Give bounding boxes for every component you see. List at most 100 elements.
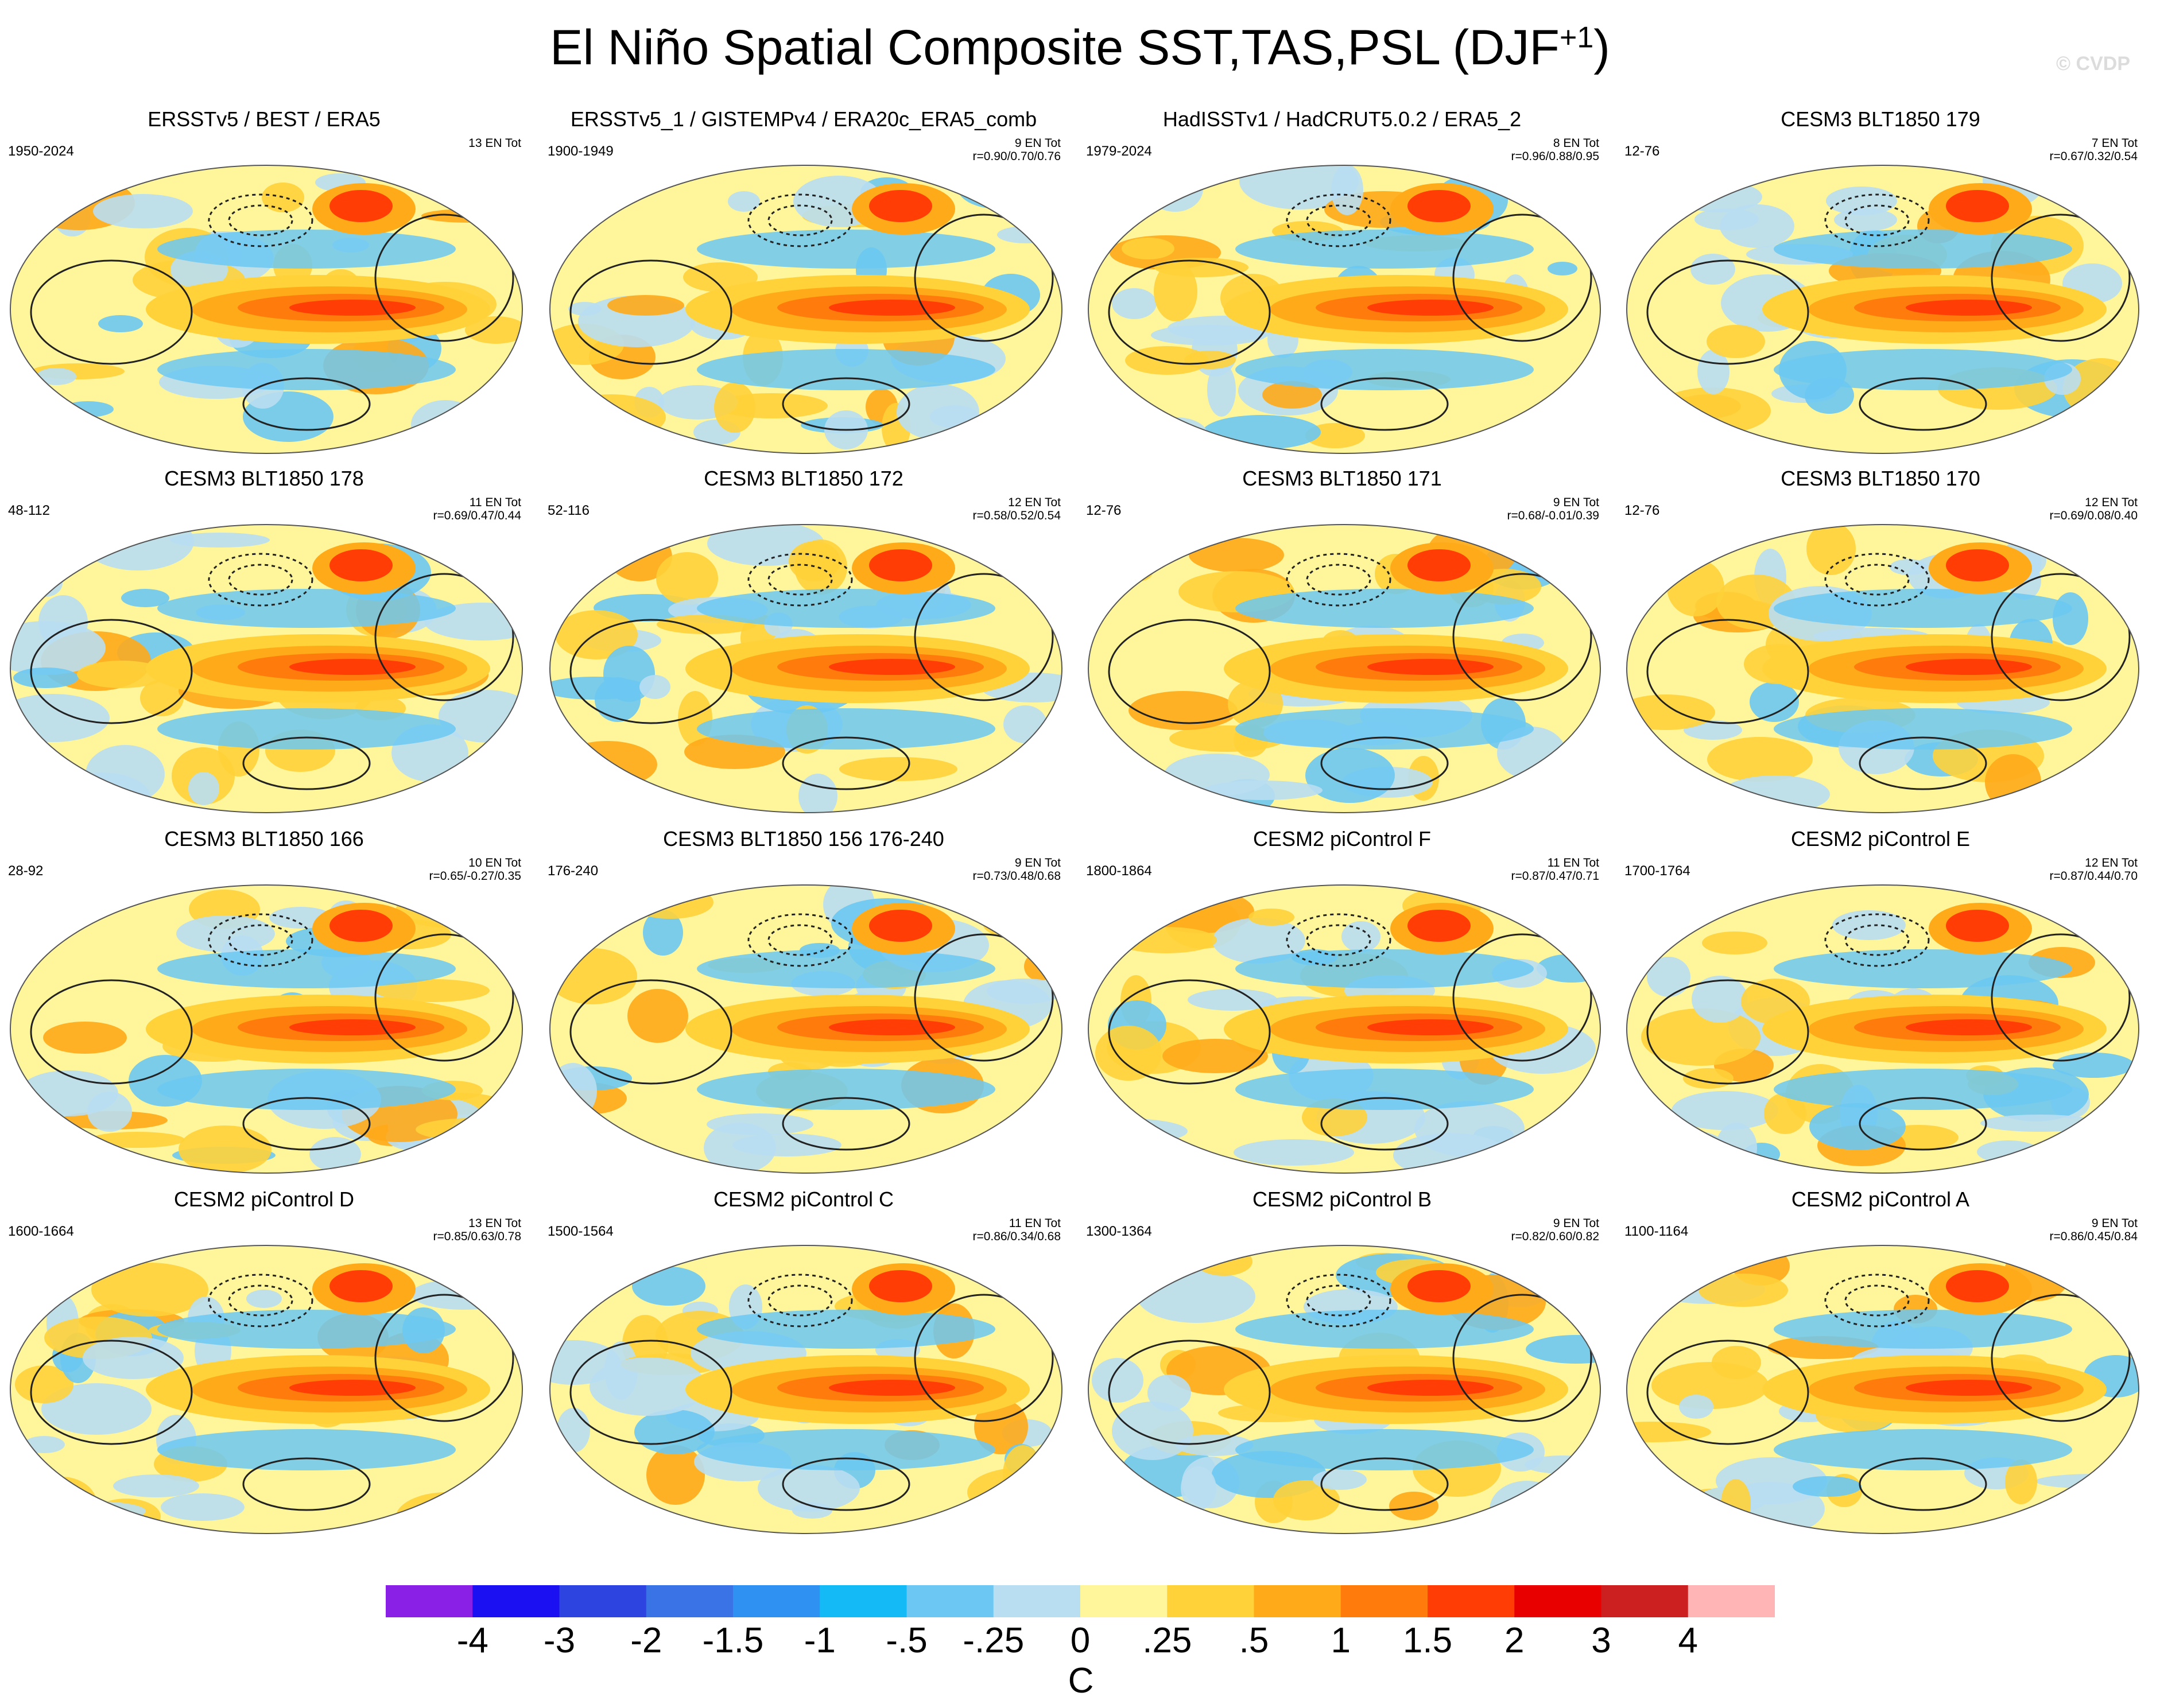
anomaly-blob <box>987 979 1062 1004</box>
psl-contour <box>1306 924 1371 956</box>
north-america-warm-anomaly <box>1407 910 1471 942</box>
panel-correlation: r=0.87/0.47/0.71 <box>1511 869 1599 883</box>
map-panel: CESM2 piControl E 1700-1764 12 EN Tot r=0.8… <box>1616 823 2145 1182</box>
anomaly-blob <box>1389 1492 1438 1520</box>
map-outline <box>549 884 1062 1174</box>
anomaly-blob <box>974 1399 1028 1454</box>
anomaly-blob <box>555 610 638 659</box>
panel-correlation: r=0.73/0.48/0.68 <box>972 869 1061 883</box>
anomaly-blob <box>897 384 979 440</box>
anomaly-blob <box>1305 423 1365 448</box>
psl-contour <box>1859 377 1987 431</box>
cool-anomaly-band <box>157 949 456 988</box>
anomaly-blob <box>1977 1140 2040 1163</box>
psl-contour <box>1646 259 1809 365</box>
anomaly-blob <box>1125 346 1209 375</box>
panel-title: CESM2 piControl A <box>1791 1187 1970 1211</box>
panel-title: CESM3 BLT1850 172 <box>704 467 903 490</box>
anomaly-blob <box>1162 1039 1268 1073</box>
psl-contour <box>782 736 910 790</box>
anomaly-blob <box>41 1383 152 1435</box>
cool-anomaly-band <box>697 1429 995 1470</box>
psl-contour <box>1646 1340 1809 1445</box>
anomaly-blob <box>28 569 63 597</box>
colorbar-tick-label: -1.5 <box>702 1621 764 1660</box>
panel-stats: 8 EN Tot r=0.96/0.88/0.95 <box>1511 137 1599 163</box>
anomaly-blob <box>1750 682 1799 722</box>
anomaly-blob <box>607 295 684 316</box>
anomaly-blob <box>557 741 657 788</box>
anomaly-blob <box>176 915 275 952</box>
map-outline <box>1626 1245 2139 1534</box>
panel-stats: 11 EN Tot r=0.86/0.34/0.68 <box>972 1217 1061 1243</box>
map-panel: CESM3 BLT1850 170 12-76 12 EN Tot r=0.69/0.… <box>1616 463 2145 821</box>
panel-correlation: r=0.69/0.08/0.40 <box>2049 509 2138 522</box>
anomaly-blob <box>557 394 666 440</box>
north-america-warm-anomaly <box>1407 190 1471 222</box>
panel-years: 1300-1364 <box>1086 1224 1152 1239</box>
anomaly-blob <box>13 667 79 688</box>
psl-contour <box>1646 979 1809 1085</box>
anomaly-blob <box>98 315 143 332</box>
colorbar-segment <box>1080 1585 1168 1617</box>
anomaly-blob <box>839 757 957 781</box>
cool-anomaly-band <box>697 708 995 750</box>
anomaly-blob <box>1262 381 1322 409</box>
psl-contour <box>1452 573 1592 701</box>
anomaly-blob <box>52 540 106 558</box>
panel-years: 12-76 <box>1624 503 1660 518</box>
psl-contour <box>747 913 853 967</box>
anomaly-blob <box>1092 1358 1143 1403</box>
psl-contour <box>208 913 313 967</box>
panel-title: CESM3 BLT1850 170 <box>1781 467 1980 490</box>
map-field <box>10 165 522 453</box>
anomaly-blob <box>1655 917 1685 938</box>
north-america-warm-anomaly <box>329 549 393 581</box>
colorbar-segment <box>472 1585 560 1617</box>
anomaly-blob <box>1697 350 1729 394</box>
panel-correlation: r=0.96/0.88/0.95 <box>1511 150 1599 163</box>
panel-event-count: 13 EN Tot <box>468 137 521 150</box>
cool-anomaly-band <box>1774 349 2072 390</box>
anomaly-blob <box>1806 525 1856 575</box>
north-america-warm-anomaly <box>869 910 932 942</box>
map-field <box>1088 165 1600 453</box>
anomaly-blob <box>1692 976 1748 1023</box>
map-outline <box>10 1245 523 1534</box>
anomaly-blob <box>1690 254 1735 285</box>
psl-contour <box>1108 1340 1271 1445</box>
map-panel: CESM2 piControl B 1300-1364 9 EN Tot r=0.82… <box>1078 1183 1606 1542</box>
colorbar-segment <box>1340 1585 1428 1617</box>
psl-contour <box>914 933 1054 1062</box>
anomaly-blob <box>550 1138 623 1169</box>
map-plot <box>1626 884 2139 1174</box>
anomaly-blob <box>411 400 480 449</box>
map-field <box>1088 1245 1600 1534</box>
north-america-warm-anomaly <box>1946 549 2009 581</box>
anomaly-blob <box>1533 1245 1592 1288</box>
panel-stats: 10 EN Tot r=0.65/-0.27/0.35 <box>429 856 521 883</box>
panel-event-count: 9 EN Tot <box>1014 856 1061 869</box>
panel-title: CESM2 piControl B <box>1252 1187 1432 1211</box>
cool-anomaly-band <box>1235 708 1534 750</box>
panel-event-count: 10 EN Tot <box>468 856 521 869</box>
north-america-warm-anomaly <box>329 190 393 222</box>
map-outline <box>1626 884 2139 1174</box>
map-panel: CESM3 BLT1850 156 176-240 176-240 9 EN Tot… <box>540 823 1068 1182</box>
panel-correlation: r=0.90/0.70/0.76 <box>972 150 1061 163</box>
map-plot <box>10 165 523 454</box>
psl-contour <box>1844 924 1910 956</box>
cool-anomaly-band <box>697 349 995 390</box>
panel-event-count: 9 EN Tot <box>1014 137 1061 150</box>
anomaly-blob <box>1115 927 1217 953</box>
psl-contour <box>1991 1294 2131 1422</box>
map-outline <box>1088 165 1601 454</box>
panel-title: CESM2 piControl E <box>1790 827 1971 851</box>
anomaly-blob <box>435 174 522 190</box>
psl-contour <box>914 214 1054 342</box>
map-panel: CESM3 BLT1850 166 28-92 10 EN Tot r=0.65/-0… <box>0 823 528 1182</box>
psl-contour <box>1306 204 1371 236</box>
psl-contour <box>228 1284 293 1317</box>
panel-correlation: r=0.68/-0.01/0.39 <box>1507 509 1599 522</box>
